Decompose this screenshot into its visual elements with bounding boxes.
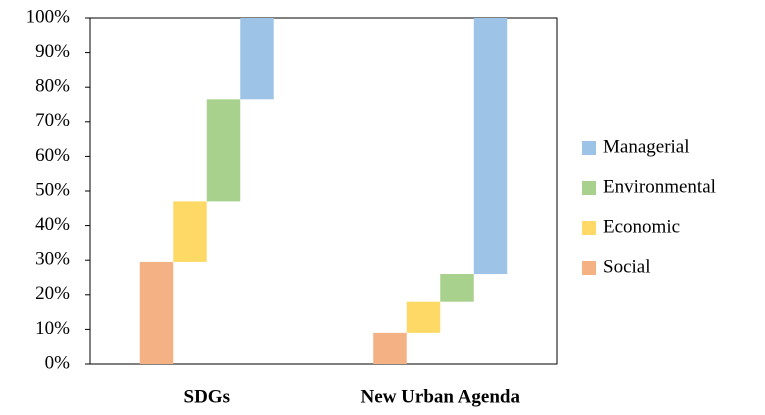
x-tick-label: New Urban Agenda — [361, 386, 521, 407]
legend-swatch — [582, 221, 596, 235]
bar — [206, 99, 241, 202]
x-tick-label: SDGs — [184, 386, 230, 407]
y-tick-label: 10% — [35, 318, 70, 339]
y-tick-label: 70% — [35, 110, 70, 131]
y-tick-label: 100% — [26, 6, 71, 27]
bar — [473, 18, 508, 275]
bar — [373, 332, 407, 364]
legend-swatch — [582, 181, 596, 195]
legend-label: Environmental — [603, 176, 716, 197]
legend-swatch — [582, 261, 596, 275]
bar — [240, 18, 274, 100]
y-tick-label: 0% — [45, 352, 71, 373]
bar — [139, 261, 174, 364]
y-tick-label: 40% — [35, 214, 70, 235]
y-tick-label: 80% — [35, 76, 70, 97]
legend-label: Economic — [603, 216, 680, 237]
legend-label: Managerial — [603, 136, 690, 157]
y-tick-label: 50% — [35, 179, 70, 200]
bar — [173, 201, 207, 262]
legend-label: Social — [603, 256, 651, 277]
y-tick-label: 30% — [35, 249, 70, 270]
y-tick-label: 20% — [35, 283, 70, 304]
bar — [406, 301, 441, 333]
legend-swatch — [582, 141, 596, 155]
bar — [440, 274, 474, 302]
y-tick-label: 90% — [35, 41, 70, 62]
y-tick-label: 60% — [35, 145, 70, 166]
